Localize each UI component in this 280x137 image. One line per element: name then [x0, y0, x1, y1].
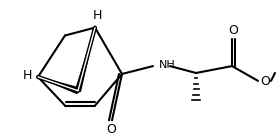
- Text: O: O: [228, 24, 238, 37]
- Text: O: O: [106, 123, 116, 136]
- Text: NH: NH: [159, 60, 176, 70]
- Polygon shape: [76, 28, 95, 91]
- Text: H: H: [92, 9, 102, 22]
- Polygon shape: [38, 77, 79, 94]
- Text: H: H: [22, 69, 32, 82]
- Text: O: O: [260, 75, 270, 88]
